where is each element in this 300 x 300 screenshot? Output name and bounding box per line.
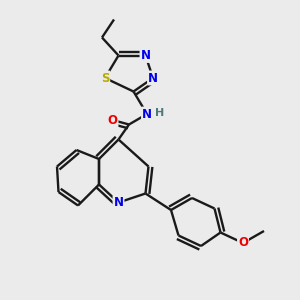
Text: S: S xyxy=(101,71,109,85)
Text: N: N xyxy=(140,49,151,62)
Text: H: H xyxy=(155,107,164,118)
Text: N: N xyxy=(142,107,152,121)
Text: O: O xyxy=(238,236,248,250)
Text: O: O xyxy=(107,113,118,127)
Text: N: N xyxy=(148,71,158,85)
Text: N: N xyxy=(113,196,124,209)
